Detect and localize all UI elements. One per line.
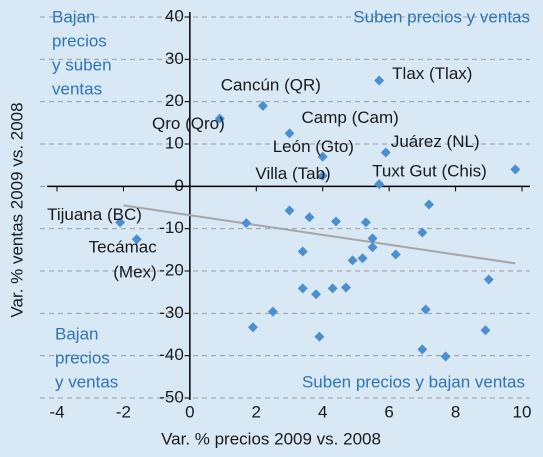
x-tick-label: 2 <box>252 402 261 421</box>
point <box>360 217 371 228</box>
y-tick-label: -30 <box>159 303 184 322</box>
point <box>390 249 401 260</box>
point <box>115 217 126 228</box>
quadrant-label: Bajan <box>52 7 95 26</box>
quadrant-label: precios <box>55 348 110 367</box>
point-label: León (Gto) <box>273 137 354 156</box>
point <box>241 218 252 229</box>
point <box>367 242 378 253</box>
point <box>214 113 225 124</box>
point <box>347 255 358 266</box>
point-label: (Mex) <box>113 263 156 282</box>
point <box>327 283 338 294</box>
y-tick-label: 10 <box>165 133 184 152</box>
x-tick-label: -2 <box>116 402 131 421</box>
point <box>284 205 295 216</box>
y-axis-title: Var. % ventas 2009 vs. 2008 <box>7 102 26 317</box>
quadrant-label: y ventas <box>55 372 118 391</box>
point <box>304 212 315 223</box>
y-tick-label: -20 <box>159 260 184 279</box>
trend-line <box>123 204 516 265</box>
point <box>374 179 385 190</box>
x-tick-label: 0 <box>185 402 194 421</box>
quadrant-label: ventas <box>52 79 102 98</box>
y-tick-label: 20 <box>165 91 184 110</box>
point <box>247 322 258 333</box>
point <box>367 233 378 244</box>
quadrant-label: Suben precios y bajan ventas <box>302 372 525 391</box>
point <box>284 128 295 139</box>
quadrant-label: Bajan <box>55 324 98 343</box>
x-axis-title: Var. % precios 2009 vs. 2008 <box>161 429 381 448</box>
y-tick-label: 30 <box>165 49 184 68</box>
quadrant-label: Suben precios y ventas <box>353 7 530 26</box>
x-tick-label: 8 <box>451 402 460 421</box>
y-tick-label: 0 <box>174 176 183 195</box>
point <box>297 283 308 294</box>
point <box>340 282 351 293</box>
point-label: Tijuana (BC) <box>47 205 142 224</box>
point <box>440 351 451 362</box>
point-label: Camp (Cam) <box>302 108 399 127</box>
point-label: Tecámac <box>89 238 158 257</box>
y-tick-label: -10 <box>159 218 184 237</box>
point <box>510 164 521 175</box>
point <box>331 216 341 227</box>
point <box>417 227 428 238</box>
point <box>257 100 268 111</box>
point <box>131 234 142 245</box>
point <box>380 147 391 158</box>
point-label: Qro (Qro) <box>152 114 225 133</box>
point-label: Tuxt Gut (Chis) <box>372 162 487 181</box>
y-tick-label: 40 <box>165 6 184 25</box>
point <box>311 289 322 300</box>
point <box>297 246 308 257</box>
point-label: Villa (Tab) <box>255 164 330 183</box>
point <box>480 325 491 336</box>
x-tick-label: -4 <box>49 402 64 421</box>
point <box>420 304 431 315</box>
point <box>317 170 328 181</box>
quadrant-label: y suben <box>52 55 112 74</box>
point <box>357 253 368 264</box>
point <box>417 344 428 355</box>
x-tick-label: 6 <box>384 402 393 421</box>
x-tick-label: 10 <box>513 402 532 421</box>
point-label: Tlax (Tlax) <box>392 64 472 83</box>
point-label: Juárez (NL) <box>391 132 480 151</box>
point <box>314 331 325 342</box>
point-label: Cancún (QR) <box>221 75 321 94</box>
point <box>317 151 328 162</box>
y-tick-label: -40 <box>159 345 184 364</box>
quadrant-label: precios <box>52 31 107 50</box>
point <box>267 306 278 317</box>
point <box>483 274 494 285</box>
y-tick-label: -50 <box>159 387 184 406</box>
point <box>374 75 385 86</box>
x-tick-label: 4 <box>318 402 327 421</box>
point <box>424 199 434 210</box>
